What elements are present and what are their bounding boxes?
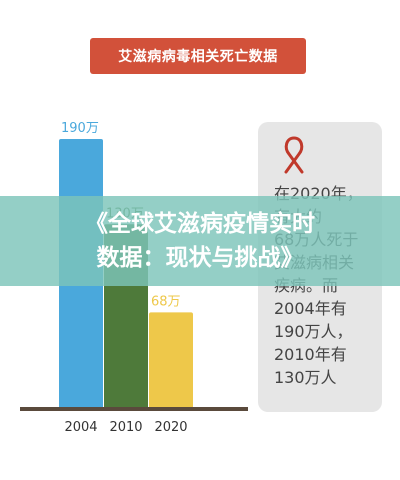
chart-title-box: 艾滋病病毒相关死亡数据 <box>90 38 306 74</box>
x-axis-line <box>20 407 248 411</box>
x-tick-2020: 2020 <box>154 420 187 435</box>
x-tick-2010: 2010 <box>109 420 142 435</box>
ribbon-icon <box>284 136 304 174</box>
bar-2020 <box>149 312 193 409</box>
headline-text: 《全球艾滋病疫情实时 数据：现状与挑战》 <box>85 211 315 271</box>
data-label-2004: 190万 <box>61 121 99 136</box>
chart-title: 艾滋病病毒相关死亡数据 <box>118 49 278 65</box>
data-label-2020: 68万 <box>151 294 181 309</box>
x-tick-2004: 2004 <box>64 420 97 435</box>
headline-banner: 《全球艾滋病疫情实时 数据：现状与挑战》 <box>0 196 400 286</box>
